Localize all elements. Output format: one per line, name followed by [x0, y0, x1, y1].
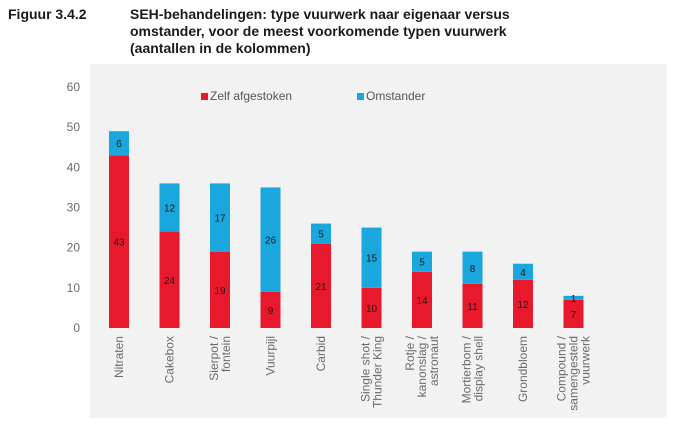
x-tick-label-line: Vuurpijl [264, 336, 278, 376]
bar-omstander [412, 251, 432, 272]
data-label-zelf-afgestoken: 11 [467, 302, 478, 313]
legend-label: Zelf afgestoken [210, 89, 292, 103]
figure-title: SEH-behandelingen: type vuurwerk naar ei… [130, 6, 670, 57]
bar-omstander [361, 227, 382, 288]
x-tick-label-line: Mortierbom / [460, 335, 474, 403]
bar-zelf-afgestoken [260, 291, 281, 328]
data-label-omstander: 26 [265, 236, 277, 247]
bar-omstander [563, 295, 584, 300]
y-tick-label: 40 [67, 160, 81, 174]
data-label-omstander: 17 [214, 214, 226, 225]
x-tick-label-line: Sierpot / [207, 335, 221, 380]
x-tick-label: Mortierbom /display shell [460, 335, 486, 403]
figure-title-line: SEH-behandelingen: type vuurwerk naar ei… [130, 6, 510, 22]
x-tick-label-line: vuurwerk [579, 335, 593, 385]
data-label-omstander: 12 [164, 204, 176, 215]
bar-zelf-afgestoken [109, 155, 129, 328]
data-label-omstander: 5 [318, 230, 324, 241]
y-axis: 0 10 20 30 40 50 60 [67, 80, 81, 335]
x-tick-label-line: Grondbloem [516, 336, 530, 402]
data-label-zelf-afgestoken: 19 [214, 286, 226, 297]
bar-omstander [260, 187, 281, 292]
data-label-zelf-afgestoken: 14 [416, 296, 428, 307]
data-label-zelf-afgestoken: 7 [571, 310, 577, 321]
x-tick-label: Nitraten [112, 336, 126, 378]
x-tick-label-line: fontein [219, 336, 233, 372]
x-tick-label-line: Single shot / [359, 335, 373, 402]
bar-zelf-afgestoken [513, 279, 533, 328]
bar-zelf-afgestoken [563, 299, 584, 328]
bar-omstander [513, 263, 533, 280]
data-label-zelf-afgestoken: 9 [268, 306, 274, 317]
x-tick-label: Grondbloem [516, 336, 530, 402]
x-tick-label-line: Thunder King [371, 336, 385, 408]
x-tick-label: Cakebox [163, 336, 177, 383]
legend-swatch [357, 93, 364, 100]
bar-omstander [462, 251, 483, 284]
y-tick-label: 50 [67, 120, 81, 134]
data-label-zelf-afgestoken: 12 [517, 300, 529, 311]
x-tick-label-line: samengesteld [567, 336, 581, 411]
data-label-omstander: 1 [571, 294, 577, 305]
bar-zelf-afgestoken [159, 231, 180, 328]
bar-zelf-afgestoken [412, 271, 432, 328]
y-tick-label: 60 [67, 80, 81, 94]
figure-label: Figuur 3.4.2 [8, 6, 87, 22]
data-label-omstander: 8 [470, 264, 476, 275]
y-tick-label: 20 [67, 241, 81, 255]
x-tick-label-line: Nitraten [112, 336, 126, 378]
bar-zelf-afgestoken [462, 283, 483, 328]
bar-omstander [210, 183, 230, 252]
x-tick-label: Sierpot /fontein [207, 335, 233, 380]
bar-omstander [109, 131, 129, 156]
x-tick-label: Single shot /Thunder King [359, 335, 385, 408]
data-label-omstander: 6 [116, 139, 122, 150]
x-tick-label-line: Cakebox [163, 336, 177, 383]
bar-zelf-afgestoken [361, 287, 382, 328]
y-tick-label: 10 [67, 281, 81, 295]
legend: Zelf afgestoken Omstander [201, 89, 425, 103]
y-tick-label: 30 [67, 201, 81, 215]
bar-zelf-afgestoken [311, 243, 331, 328]
x-tick-label-line: Carbid [314, 336, 328, 371]
figure-title-line: (aantallen in de kolommen) [130, 40, 311, 56]
bars: 43 6 24 12 19 17 9 26 21 5 10 15 14 5 11 8 12 4 7 1 [109, 131, 584, 328]
x-tick-label-line: astronaut [427, 335, 441, 386]
data-label-zelf-afgestoken: 24 [164, 276, 176, 287]
x-tick-label: Carbid [314, 336, 328, 371]
data-label-omstander: 15 [366, 254, 378, 265]
bar-omstander [159, 183, 180, 232]
x-tick-label: Compound /samengesteldvuurwerk [555, 335, 593, 411]
bar-omstander [311, 223, 331, 244]
y-tick-label: 0 [73, 321, 80, 335]
legend-swatch [201, 93, 208, 100]
data-label-zelf-afgestoken: 10 [366, 304, 378, 315]
data-label-omstander: 4 [520, 268, 526, 279]
x-tick-label-line: Compound / [555, 335, 569, 401]
x-axis: Nitraten Cakebox Sierpot /fontein Vuurpijl C… [112, 335, 593, 411]
x-tick-label: Vuurpijl [264, 336, 278, 376]
x-tick-label-line: kanonslag / [415, 335, 429, 397]
data-label-omstander: 5 [419, 258, 425, 269]
x-tick-label-line: Rotje / [403, 335, 417, 370]
x-tick-label: Rotje /kanonslag /astronaut [403, 335, 441, 397]
x-tick-label-line: display shell [472, 336, 486, 401]
data-label-zelf-afgestoken: 21 [315, 282, 327, 293]
legend-label: Omstander [366, 89, 425, 103]
figure-title-line: omstander, voor de meest voorkomende typ… [130, 23, 507, 39]
data-label-zelf-afgestoken: 43 [113, 238, 125, 249]
bar-zelf-afgestoken [210, 251, 230, 328]
